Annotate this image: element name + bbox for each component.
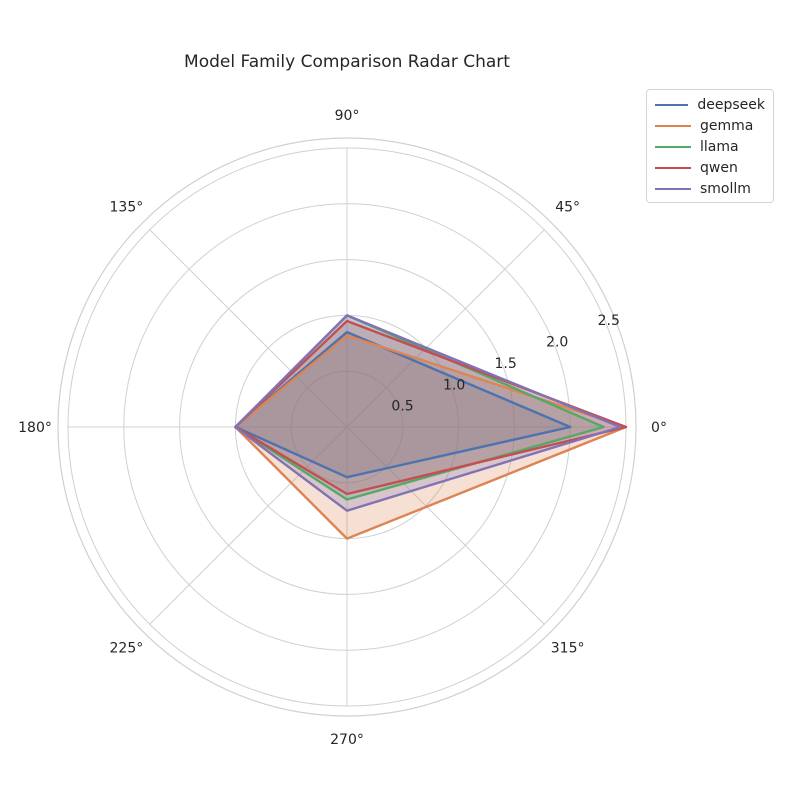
- series-fill-gemma: [235, 335, 626, 539]
- legend-label: smollm: [700, 180, 751, 197]
- legend-item-qwen: qwen: [655, 157, 765, 178]
- legend-label: gemma: [700, 117, 754, 134]
- legend: deepseek gemma llama qwen smollm: [646, 89, 774, 203]
- legend-label: qwen: [700, 159, 738, 176]
- legend-label: llama: [700, 138, 739, 155]
- legend-item-llama: llama: [655, 136, 765, 157]
- angular-gridline: [149, 426, 348, 625]
- angle-tick-label: 225°: [110, 641, 144, 657]
- series-fill-deepseek: [235, 332, 571, 478]
- series-fill-llama: [235, 315, 604, 500]
- legend-item-deepseek: deepseek: [655, 94, 765, 115]
- angular-gridline: [346, 229, 545, 428]
- radial-tick-label: 2.0: [546, 335, 568, 351]
- radial-tick-label: 1.0: [443, 377, 465, 393]
- angle-tick-label: 180°: [18, 420, 52, 436]
- legend-swatch: [655, 166, 691, 169]
- series-line-smollm: [234, 314, 622, 512]
- angle-tick-label: 45°: [555, 199, 580, 215]
- grid: [57, 137, 637, 717]
- chart-title: Model Family Comparison Radar Chart: [184, 52, 510, 72]
- legend-item-smollm: smollm: [655, 178, 765, 199]
- series-fill-qwen: [235, 321, 626, 494]
- radial-tick-label: 1.5: [495, 356, 517, 372]
- angle-tick-label: 315°: [551, 641, 585, 657]
- angular-gridline: [346, 426, 545, 625]
- angle-tick-label: 270°: [330, 732, 364, 748]
- legend-swatch: [655, 187, 691, 190]
- radial-tick-label: 2.5: [598, 313, 620, 329]
- series-fill-smollm: [235, 315, 621, 511]
- radial-tick-label: 0.5: [391, 399, 413, 415]
- angle-tick-label: 90°: [335, 108, 360, 124]
- angle-tick-label: 135°: [110, 199, 144, 215]
- legend-swatch: [655, 103, 689, 106]
- legend-item-gemma: gemma: [655, 115, 765, 136]
- legend-swatch: [655, 145, 691, 148]
- angle-tick-label: 0°: [651, 420, 667, 436]
- legend-swatch: [655, 124, 691, 127]
- angular-gridline: [149, 229, 348, 428]
- legend-label: deepseek: [697, 96, 765, 113]
- series-layer: [234, 314, 628, 540]
- tick-labels: 0° 45° 90° 135° 180° 225° 270° 315° 0.5 1.0 1.5 2.0…: [18, 108, 667, 748]
- polar-frame: [57, 137, 637, 717]
